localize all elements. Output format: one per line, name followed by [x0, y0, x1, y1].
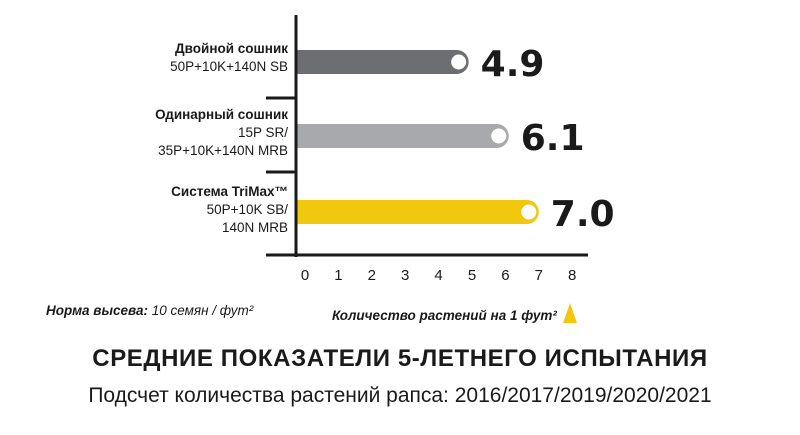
category-label-trimax: Система TriMax™ 50P+10K SB/ 140N MRB — [171, 183, 288, 237]
seeding-rate-value: 10 семян / фут² — [151, 303, 254, 318]
bar-chart: 4.9 6.1 7.0 0 1 2 3 4 5 6 7 8 — [266, 15, 615, 284]
category-name: Одинарный сошник — [155, 107, 288, 122]
bar-square-start-1 — [296, 50, 320, 74]
category-detail: 50P+10K SB/ — [206, 202, 288, 217]
x-tick-label-6: 6 — [501, 267, 509, 284]
bar-2 — [296, 124, 509, 148]
category-name: Система TriMax™ — [171, 184, 288, 199]
x-tick-label-3: 3 — [401, 267, 409, 284]
main-title: СРЕДНИЕ ПОКАЗАТЕЛИ 5-ЛЕТНЕГО ИСПЫТАНИЯ — [92, 345, 708, 372]
seeding-rate-note: Норма высева: 10 семян / фут² — [46, 303, 253, 318]
x-tick-label-0: 0 — [301, 267, 309, 284]
value-label-3: 7.0 — [551, 194, 615, 235]
bar-square-start-2 — [296, 124, 320, 148]
plant-count-label: Количество растений на 1 фут² — [332, 308, 557, 323]
category-name: Двойной сошник — [175, 41, 288, 56]
x-tick-label-1: 1 — [334, 267, 342, 284]
x-tick-label-5: 5 — [468, 267, 476, 284]
triangle-marker-icon — [562, 303, 577, 323]
category-detail: 15P SR/ — [237, 125, 288, 140]
value-label-2: 6.1 — [521, 118, 585, 159]
plant-count-note: Количество растений на 1 фут² — [332, 303, 577, 323]
subtitle: Подсчет количества растений рапса: 2016/… — [88, 384, 712, 407]
bar-1 — [296, 50, 469, 74]
category-detail: 50P+10K+140N SB — [170, 59, 288, 74]
category-detail: 35P+10K+140N MRB — [158, 143, 288, 158]
seeding-rate-label: Норма высева: — [46, 303, 148, 318]
bar-end-dot-2 — [491, 128, 507, 144]
category-label-single-opener: Одинарный сошник 15P SR/ 35P+10K+140N MR… — [155, 106, 288, 160]
bar-end-dot-1 — [451, 54, 467, 70]
x-tick-label-2: 2 — [368, 267, 376, 284]
category-label-double-opener: Двойной сошник 50P+10K+140N SB — [170, 40, 288, 76]
x-tick-label-4: 4 — [434, 267, 442, 284]
x-tick-label-7: 7 — [535, 267, 543, 284]
bar-square-start-3 — [296, 200, 320, 224]
x-tick-label-8: 8 — [568, 267, 576, 284]
bar-end-dot-3 — [521, 204, 537, 220]
value-label-1: 4.9 — [481, 44, 545, 85]
category-detail: 140N MRB — [221, 220, 288, 235]
bar-3 — [296, 200, 539, 224]
